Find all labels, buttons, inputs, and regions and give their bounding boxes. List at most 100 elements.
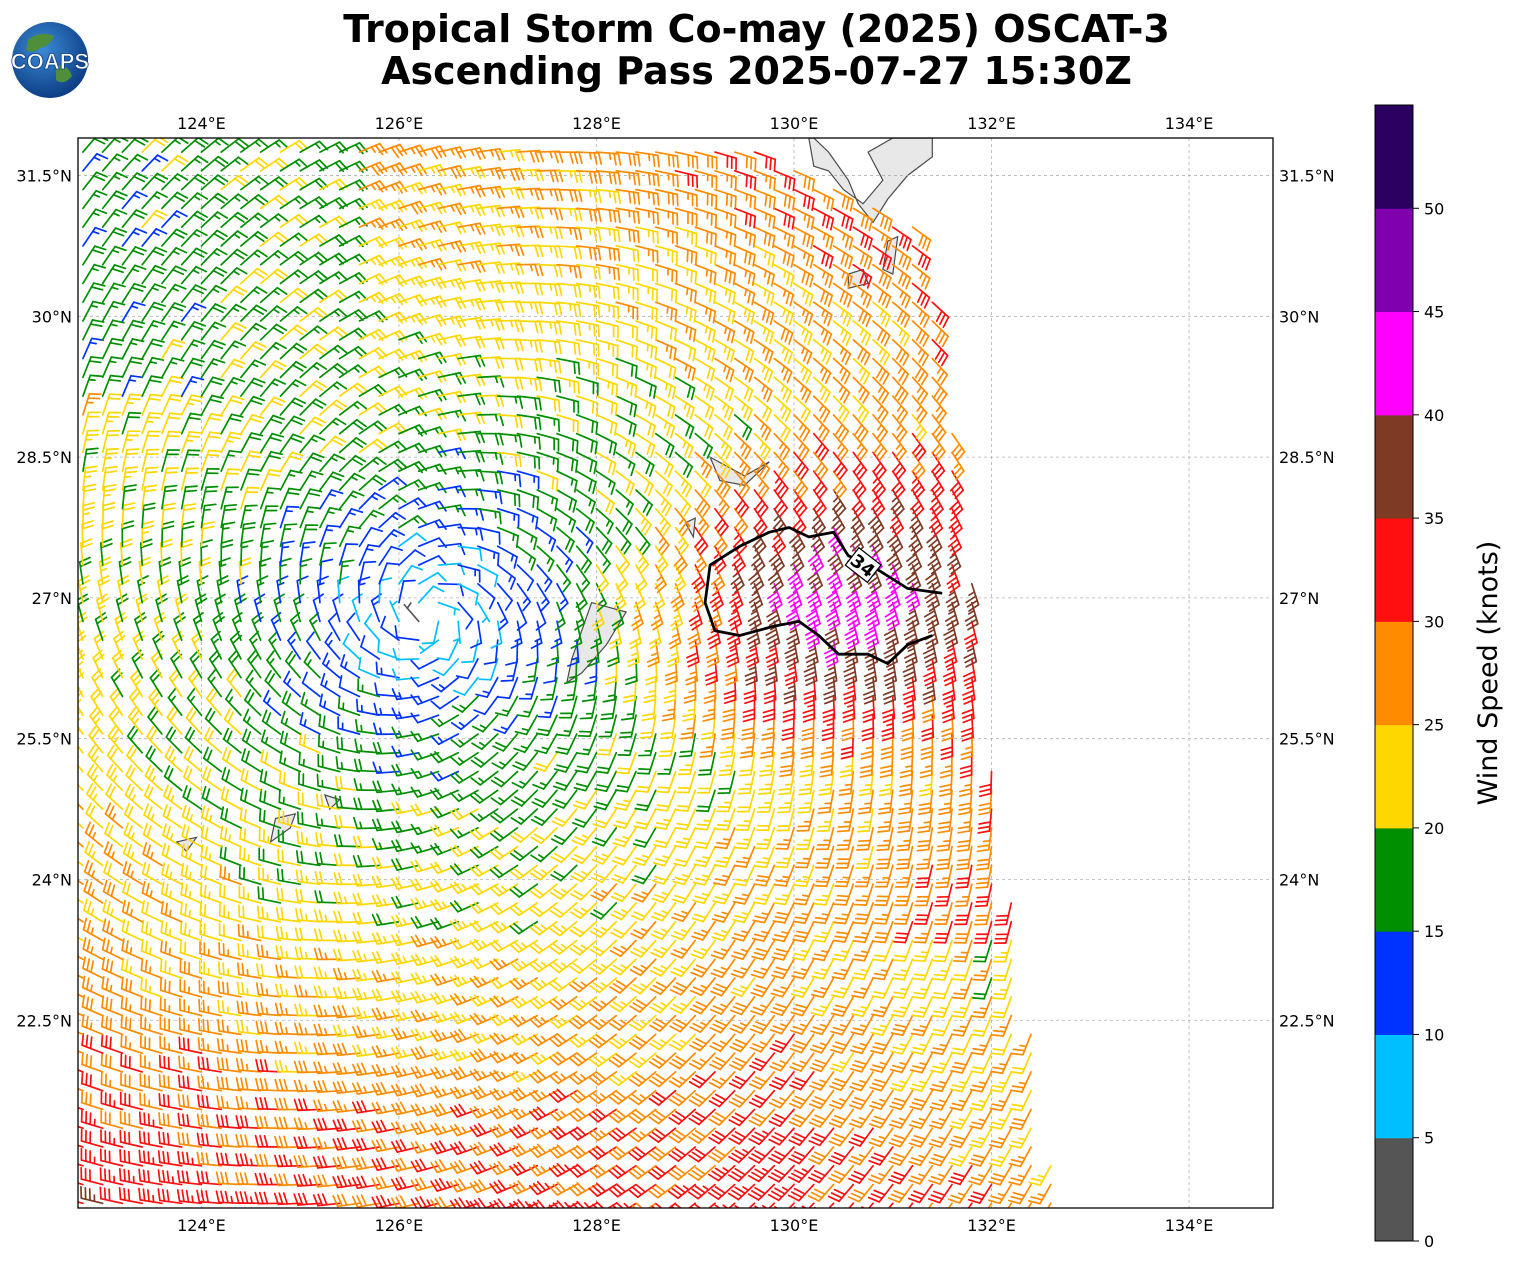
wind-barb bbox=[968, 1164, 993, 1186]
wind-barb bbox=[430, 954, 460, 968]
wind-barb bbox=[569, 920, 598, 938]
wind-barb bbox=[275, 945, 302, 961]
wind-barb bbox=[714, 226, 737, 248]
wind-barb bbox=[178, 1017, 203, 1036]
wind-barb bbox=[710, 939, 736, 960]
wind-barb bbox=[509, 939, 539, 954]
wind-barb bbox=[256, 963, 282, 979]
wind-barb bbox=[161, 357, 185, 379]
wind-barb bbox=[275, 983, 302, 998]
wind-barb bbox=[951, 432, 966, 462]
wind-barb bbox=[988, 1127, 1013, 1149]
wind-barb bbox=[888, 1164, 914, 1185]
wind-barb bbox=[674, 282, 697, 304]
wind-barb bbox=[909, 1071, 934, 1092]
lat-tick-right: 22.5°N bbox=[1279, 1011, 1335, 1030]
wind-barb bbox=[694, 357, 716, 382]
wind-barb bbox=[648, 1146, 677, 1162]
wind-barb bbox=[911, 995, 934, 1018]
wind-barb bbox=[100, 1033, 124, 1054]
wind-barb bbox=[668, 1071, 697, 1088]
wind-barb bbox=[808, 1164, 835, 1184]
wind-barb bbox=[196, 1189, 223, 1205]
wind-barb bbox=[750, 958, 776, 979]
wind-barb bbox=[295, 908, 321, 923]
wind-barb bbox=[674, 320, 697, 343]
wind-barb bbox=[650, 939, 677, 959]
wind-barb bbox=[694, 338, 716, 363]
wind-barb bbox=[457, 373, 486, 387]
wind-barb bbox=[437, 183, 467, 197]
wind-barb bbox=[259, 469, 282, 491]
wind-barb bbox=[509, 1107, 539, 1120]
wind-barb bbox=[694, 827, 716, 849]
wind-barb bbox=[279, 557, 292, 585]
wind-barb bbox=[378, 529, 405, 548]
wind-barb bbox=[733, 207, 757, 229]
wind-barb bbox=[615, 357, 638, 379]
wind-barb bbox=[628, 1146, 657, 1161]
wind-barb bbox=[694, 207, 718, 228]
wind-barb bbox=[595, 432, 617, 456]
wind-barb bbox=[332, 1156, 361, 1170]
wind-barb bbox=[256, 944, 282, 961]
wind-barb bbox=[177, 1131, 203, 1148]
wind-barb bbox=[219, 884, 242, 904]
wind-barb bbox=[312, 1174, 341, 1188]
wind-barb bbox=[82, 319, 105, 341]
wind-barb bbox=[668, 1089, 697, 1107]
wind-barb bbox=[293, 1041, 321, 1055]
wind-barb bbox=[431, 676, 460, 693]
wind-barb bbox=[533, 751, 558, 772]
wind-barb bbox=[811, 939, 835, 962]
wind-barb bbox=[794, 864, 815, 887]
wind-barb bbox=[910, 1014, 934, 1037]
wind-barb bbox=[177, 1093, 203, 1111]
wind-barb bbox=[832, 207, 854, 231]
wind-barb bbox=[161, 862, 183, 886]
wind-barb bbox=[275, 964, 302, 979]
wind-barb bbox=[196, 1151, 223, 1167]
wind-barb bbox=[279, 750, 302, 773]
wind-barb bbox=[119, 1110, 144, 1130]
wind-barb bbox=[850, 1033, 874, 1055]
wind-barb bbox=[82, 356, 104, 379]
wind-barb bbox=[709, 1052, 736, 1071]
wind-barb bbox=[728, 1127, 756, 1145]
wind-barb bbox=[78, 936, 84, 942]
wind-barb bbox=[389, 600, 400, 623]
wind-barb bbox=[294, 946, 321, 961]
wind-barb bbox=[430, 1085, 460, 1099]
wind-barb bbox=[648, 1183, 677, 1199]
colorbar-bin bbox=[1375, 414, 1413, 519]
wind-barb bbox=[674, 376, 696, 401]
wind-barb bbox=[332, 593, 344, 623]
wind-barb bbox=[828, 1108, 855, 1129]
wind-barb bbox=[774, 845, 795, 869]
wind-barb bbox=[889, 1089, 914, 1111]
wind-barb bbox=[83, 898, 104, 923]
wind-barb bbox=[430, 1177, 460, 1192]
wind-barb bbox=[161, 412, 183, 435]
wind-barb bbox=[410, 1121, 440, 1135]
wind-barb bbox=[732, 902, 756, 924]
wind-barb bbox=[549, 939, 578, 955]
wind-barb bbox=[672, 864, 697, 886]
lon-tick-top: 132°E bbox=[967, 114, 1016, 133]
wind-barb bbox=[808, 1146, 835, 1165]
wind-barb bbox=[180, 394, 204, 416]
wind-barb bbox=[950, 1033, 973, 1056]
colorbar-bin bbox=[1375, 208, 1413, 313]
wind-barb bbox=[528, 1143, 558, 1158]
wind-barb bbox=[78, 1031, 84, 1036]
wind-barb bbox=[238, 904, 262, 923]
colorbar-bin bbox=[1375, 827, 1413, 932]
wind-barb bbox=[809, 1071, 835, 1091]
wind-barb bbox=[299, 470, 324, 491]
wind-barb bbox=[667, 1183, 697, 1200]
wind-barb bbox=[689, 1014, 716, 1033]
lat-tick-left: 27°N bbox=[32, 589, 72, 608]
wind-barb bbox=[509, 1143, 539, 1158]
wind-barb bbox=[649, 995, 677, 1014]
wind-barb bbox=[932, 939, 953, 963]
